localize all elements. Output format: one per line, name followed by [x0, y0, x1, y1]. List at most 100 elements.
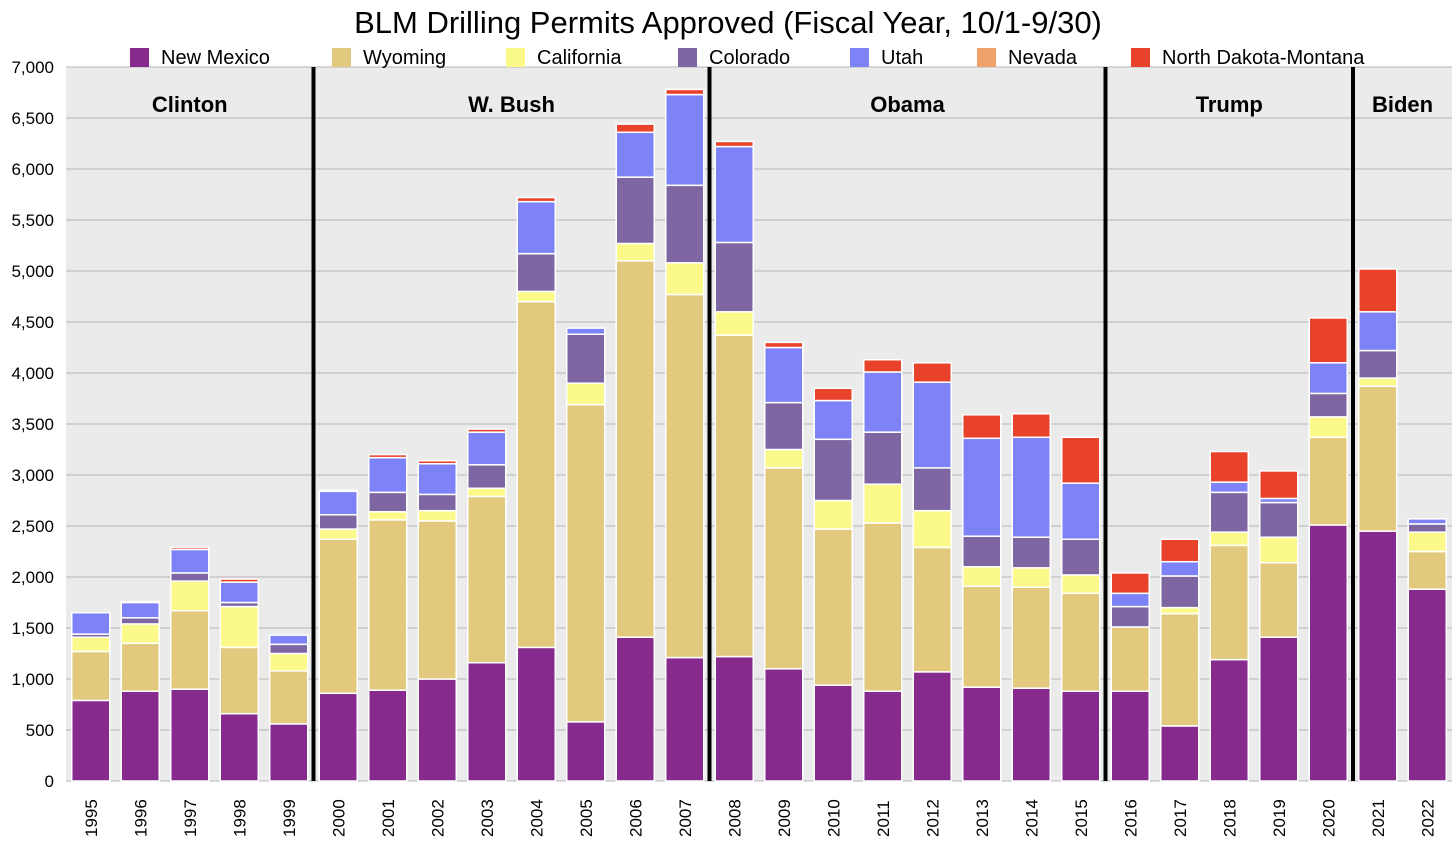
bar-california-1997	[170, 580, 210, 612]
bar-california-2015	[1061, 574, 1101, 595]
bar-north-dakota-montana-2016	[1110, 572, 1150, 595]
bar-new-mexico-2008	[714, 655, 754, 782]
bar-utah-2000	[318, 490, 358, 516]
era-label: Clinton	[152, 92, 228, 117]
bar-new-mexico-2015	[1061, 690, 1101, 782]
bar-north-dakota-montana-2010	[813, 387, 853, 402]
bar-stack-2003	[467, 428, 507, 782]
legend-item: New Mexico	[130, 47, 270, 69]
x-tick-label: 2014	[1022, 799, 1041, 837]
y-tick-label: 4,500	[11, 313, 54, 332]
bar-california-2000	[318, 528, 358, 541]
bar-utah-2009	[764, 346, 804, 404]
bar-stack-2018	[1209, 450, 1249, 782]
bar-california-1999	[269, 652, 309, 672]
bar-colorado-2012	[912, 467, 952, 512]
bar-stack-2010	[813, 387, 853, 782]
bar-colorado-2006	[615, 176, 655, 245]
legend-label: Colorado	[709, 47, 790, 69]
bar-north-dakota-montana-2019	[1259, 470, 1299, 500]
bar-california-1998	[219, 605, 259, 649]
bar-colorado-2003	[467, 464, 507, 490]
x-tick-label: 2010	[824, 799, 843, 837]
legend-label: Nevada	[1008, 47, 1078, 69]
x-axis-ticks: 1995 1996 1997 1998 1999 2000 2001 2002 2003 2004…	[82, 799, 1438, 837]
bar-north-dakota-montana-2007	[665, 88, 705, 96]
bar-stack-2009	[764, 341, 804, 782]
bar-california-2009	[764, 448, 804, 469]
era-label: Obama	[870, 92, 945, 117]
bar-stack-2000	[318, 489, 358, 782]
bar-wyoming-2004	[516, 300, 556, 649]
legend-item: Utah	[850, 47, 923, 69]
bar-utah-2003	[467, 431, 507, 466]
bar-wyoming-2015	[1061, 592, 1101, 692]
legend-label: Wyoming	[363, 47, 446, 69]
bar-wyoming-2020	[1308, 436, 1348, 526]
bar-new-mexico-2009	[764, 668, 804, 782]
bar-colorado-2005	[566, 333, 606, 384]
legend-label: New Mexico	[161, 47, 270, 69]
legend-swatch	[1131, 48, 1150, 67]
bar-utah-2006	[615, 131, 655, 178]
bar-new-mexico-2010	[813, 684, 853, 782]
bar-new-mexico-2003	[467, 661, 507, 782]
bar-new-mexico-2021	[1358, 530, 1398, 782]
y-tick-label: 1,000	[11, 670, 54, 689]
bar-utah-2013	[962, 437, 1002, 537]
bar-wyoming-1995	[71, 650, 111, 702]
bar-new-mexico-2001	[368, 689, 408, 782]
chart-title: BLM Drilling Permits Approved (Fiscal Ye…	[354, 5, 1102, 40]
y-tick-label: 1,500	[11, 619, 54, 638]
bar-california-2001	[368, 510, 408, 521]
y-tick-label: 5,000	[11, 262, 54, 281]
bar-new-mexico-1998	[219, 712, 259, 782]
bar-stack-2016	[1110, 572, 1150, 782]
bar-wyoming-2003	[467, 495, 507, 664]
bar-new-mexico-2002	[417, 678, 457, 782]
bar-colorado-2000	[318, 514, 358, 530]
bar-new-mexico-2020	[1308, 524, 1348, 782]
bar-new-mexico-1999	[269, 723, 309, 782]
bar-utah-2002	[417, 463, 457, 496]
bar-new-mexico-1996	[120, 690, 160, 782]
bar-stack-1999	[269, 634, 309, 782]
bar-new-mexico-2022	[1407, 588, 1447, 782]
bar-colorado-2015	[1061, 538, 1101, 576]
x-tick-label: 2015	[1072, 799, 1091, 837]
bar-wyoming-1996	[120, 642, 160, 692]
bar-north-dakota-montana-1996	[120, 600, 160, 604]
bar-new-mexico-2017	[1160, 725, 1200, 782]
bar-california-2007	[665, 262, 705, 296]
bar-colorado-2009	[764, 401, 804, 451]
bar-new-mexico-2005	[566, 721, 606, 782]
x-tick-label: 2000	[329, 799, 348, 837]
bar-wyoming-1999	[269, 670, 309, 725]
x-tick-label: 2006	[626, 799, 645, 837]
x-tick-label: 1996	[131, 799, 150, 837]
bar-utah-2018	[1209, 481, 1249, 494]
bar-north-dakota-montana-1997	[170, 546, 210, 551]
bar-california-1995	[71, 636, 111, 653]
x-tick-label: 2008	[725, 799, 744, 837]
bar-california-2006	[615, 242, 655, 262]
legend-item: California	[506, 47, 622, 69]
x-tick-label: 2019	[1270, 799, 1289, 837]
bar-north-dakota-montana-2021	[1358, 268, 1398, 313]
bar-north-dakota-montana-2008	[714, 140, 754, 148]
bar-utah-2022	[1407, 518, 1447, 525]
era-dividers	[311, 67, 1355, 781]
x-tick-label: 2005	[577, 799, 596, 837]
bar-north-dakota-montana-1998	[219, 578, 259, 583]
bar-north-dakota-montana-2013	[962, 414, 1002, 440]
bar-colorado-2016	[1110, 605, 1150, 628]
bar-colorado-1999	[269, 643, 309, 655]
legend-label: Utah	[881, 47, 923, 69]
x-tick-label: 1997	[181, 799, 200, 837]
bar-new-mexico-2004	[516, 646, 556, 782]
bar-new-mexico-2007	[665, 656, 705, 782]
bar-wyoming-2019	[1259, 561, 1299, 638]
bar-utah-2020	[1308, 362, 1348, 395]
bar-stack-2012	[912, 362, 952, 782]
